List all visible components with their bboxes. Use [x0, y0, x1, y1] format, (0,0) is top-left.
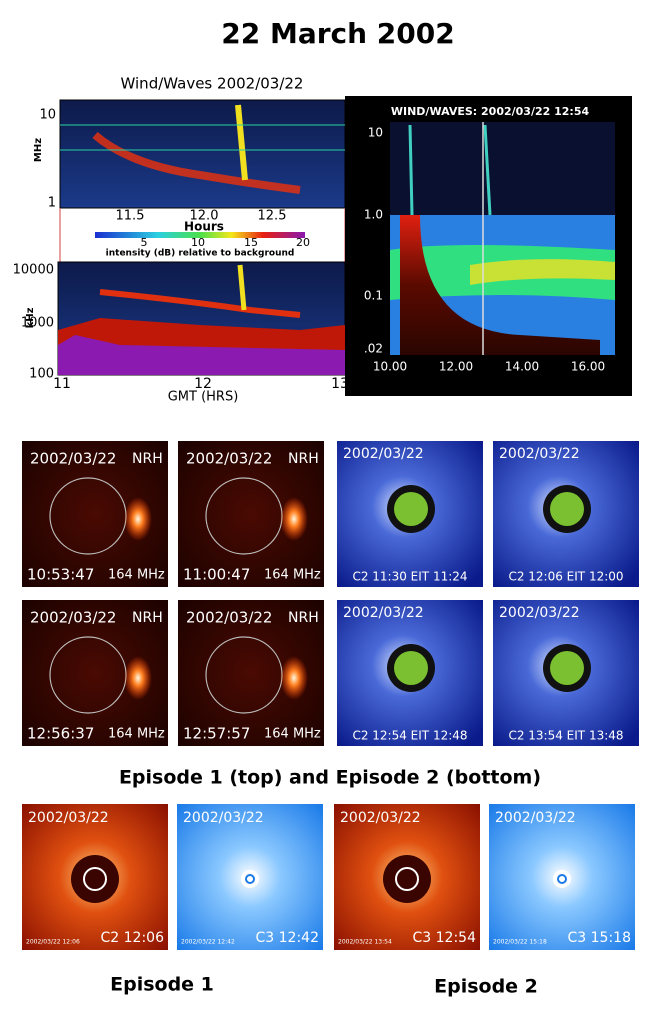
y-axis-label: kHz [25, 307, 36, 328]
panel-instrument: NRH [288, 451, 319, 467]
panel-date: 2002/03/22 [340, 810, 421, 826]
episode-label: Episode 1 [110, 974, 214, 996]
panel-label: C3 15:18 [568, 930, 631, 946]
x-tick-label: 13 [331, 376, 349, 392]
panel-label: C2 12:06 EIT 12:00 [508, 570, 623, 584]
solar-disk [550, 651, 584, 685]
radio-source [124, 497, 152, 541]
panel-label: C2 11:30 EIT 11:24 [352, 570, 467, 584]
x-tick-label: 12.5 [258, 209, 287, 224]
x-tick-label: 14.00 [505, 360, 539, 374]
y-tick-label: 100 [29, 367, 54, 382]
x-tick-label: 10.00 [373, 360, 407, 374]
colorbar-tick: 10 [191, 236, 205, 249]
x-tick-label: 11.5 [116, 209, 145, 224]
caption: Episode 1 (top) and Episode 2 (bottom) [119, 767, 541, 789]
panel-stamp: 2002/03/22 13:54 [338, 939, 392, 946]
y-tick-label: 10 [39, 108, 56, 123]
panel-stamp: 2002/03/22 15:18 [493, 939, 547, 946]
panel-label: C2 12:06 [101, 930, 165, 946]
panel-date: 2002/03/22 [30, 450, 116, 468]
figure-title: 22 March 2002 [221, 17, 455, 50]
panel-time: 10:53:47 [27, 566, 94, 584]
panel-date: 2002/03/22 [28, 810, 109, 826]
panel-date: 2002/03/22 [495, 810, 576, 826]
burst-feature [408, 124, 492, 216]
panel-frequency: 164 MHz [264, 568, 321, 583]
panel-date: 2002/03/22 [499, 605, 580, 621]
burst-feature [470, 259, 615, 285]
occulter [553, 870, 571, 888]
x-tick-label: 11 [53, 376, 71, 392]
panel-stamp: 2002/03/22 12:06 [26, 939, 80, 946]
panel-time: 11:00:47 [183, 566, 250, 584]
burst-feature [400, 215, 600, 355]
radio-source [124, 656, 152, 700]
panel-frequency: 164 MHz [264, 727, 321, 742]
panel-date: 2002/03/22 [499, 446, 580, 462]
x-axis-label: GMT (HRS) [168, 390, 239, 405]
y-tick-label: 10000 [13, 263, 54, 278]
panel-label: C3 12:42 [256, 930, 319, 946]
panel-frequency: 164 MHz [108, 727, 165, 742]
colorbar-tick: 5 [141, 236, 148, 249]
x-tick-label: 16.00 [571, 360, 605, 374]
occulter [241, 870, 259, 888]
y-axis-label: MHz [33, 138, 44, 162]
panel-date: 2002/03/22 [186, 609, 272, 627]
solar-limb [557, 874, 567, 884]
colorbar-tick: 20 [296, 236, 310, 249]
panel-date: 2002/03/22 [183, 810, 264, 826]
panel-label: C2 13:54 EIT 13:48 [508, 729, 623, 743]
solar-disk [550, 492, 584, 526]
panel-date: 2002/03/22 [186, 450, 272, 468]
panel-date: 2002/03/22 [343, 605, 424, 621]
panel-date: 2002/03/22 [343, 446, 424, 462]
radio-source [280, 497, 308, 541]
burst-feature [235, 104, 248, 181]
panel-date: 2002/03/22 [30, 609, 116, 627]
burst-feature [237, 264, 247, 311]
x-tick-label: 12 [194, 376, 212, 392]
x-axis-label: Hours [184, 220, 224, 234]
x-tick-label: 12.0 [190, 209, 219, 224]
panel-stamp: 2002/03/22 12:42 [181, 939, 235, 946]
panel-frequency: 164 MHz [108, 568, 165, 583]
burst-feature [58, 335, 345, 375]
solar-disk [394, 492, 428, 526]
panel-instrument: NRH [132, 610, 163, 626]
y-tick-label: .02 [364, 342, 383, 356]
spectrogram-title: WIND/WAVES: 2002/03/22 12:54 [391, 105, 590, 118]
colorbar-tick: 15 [244, 236, 258, 249]
occulter [383, 855, 431, 903]
burst-feature [92, 131, 301, 194]
burst-feature [60, 124, 345, 151]
panel-instrument: NRH [288, 610, 319, 626]
panel-instrument: NRH [132, 451, 163, 467]
y-tick-label: 0.1 [364, 289, 383, 303]
panel-time: 12:57:57 [183, 725, 250, 743]
solar-limb [245, 874, 255, 884]
radio-source [280, 656, 308, 700]
spectrogram-plot [59, 99, 346, 209]
solar-disk [394, 651, 428, 685]
y-tick-label: 1 [48, 196, 56, 211]
panel-label: C2 12:54 EIT 12:48 [352, 729, 467, 743]
y-tick-label: 10 [368, 126, 383, 140]
x-tick-label: 12.00 [439, 360, 473, 374]
y-tick-label: 1.0 [364, 208, 383, 222]
episode-label: Episode 2 [434, 976, 538, 998]
solar-limb [395, 867, 419, 891]
solar-limb [83, 867, 107, 891]
panel-time: 12:56:37 [27, 725, 94, 743]
panel-label: C3 12:54 [413, 930, 477, 946]
colorbar [95, 232, 305, 238]
y-tick-label: 1000 [21, 316, 54, 331]
colorbar-label: intensity (dB) relative to background [106, 249, 295, 259]
spectrogram-title: Wind/Waves 2002/03/22 [121, 75, 304, 93]
occulter [71, 855, 119, 903]
